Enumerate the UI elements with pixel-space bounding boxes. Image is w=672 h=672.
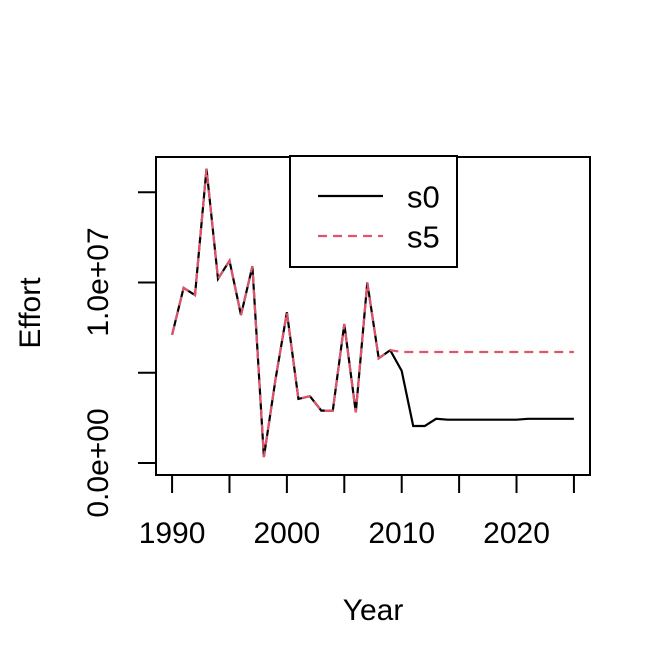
x-tick-label: 1990 xyxy=(138,517,206,550)
series-s5-line xyxy=(171,168,574,458)
y-axis-title: Effort xyxy=(14,277,47,349)
x-tick-label: 2020 xyxy=(483,517,550,550)
legend-label-s0: s0 xyxy=(407,179,440,215)
legend-box xyxy=(289,155,458,268)
x-tick-label: 2010 xyxy=(368,517,436,550)
x-axis-title: Year xyxy=(342,594,404,627)
x-tick-label: 2000 xyxy=(253,517,321,550)
y-tick-label: 0.0e+00 xyxy=(82,408,115,518)
legend-label-s5: s5 xyxy=(407,219,440,255)
y-tick-label: 1.0e+07 xyxy=(82,227,115,338)
